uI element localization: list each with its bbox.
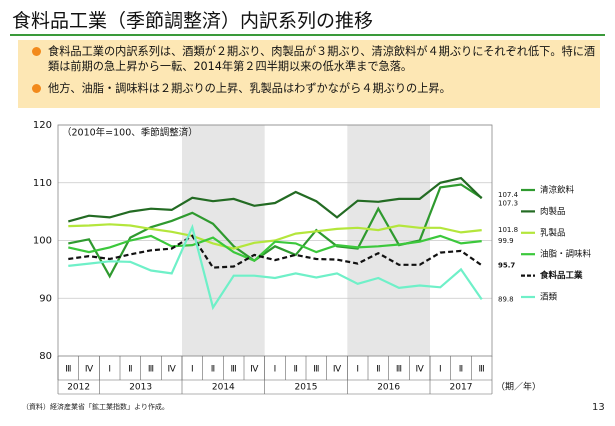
bullet-dot <box>32 84 41 93</box>
year-label: 2017 <box>450 383 473 393</box>
x-tick-label: Ⅲ <box>396 365 402 375</box>
series-line <box>68 223 482 250</box>
source-note: （資料）経済産業省「鉱工業指数」より作成。 <box>22 403 169 411</box>
series-line <box>68 234 482 262</box>
y-tick-label: 100 <box>33 236 52 247</box>
y-tick-label: 110 <box>33 178 52 189</box>
x-tick-label: Ⅳ <box>85 365 94 375</box>
series-line <box>68 176 483 223</box>
legend-label: 肉製品 <box>540 206 566 217</box>
year-label: 2013 <box>129 383 152 393</box>
legend-label: 食料品工業 <box>540 270 583 281</box>
series-line <box>68 223 483 311</box>
x-tick-label: Ⅱ <box>293 365 297 375</box>
series-line <box>68 234 483 269</box>
x-tick-label: Ⅱ <box>128 365 132 375</box>
value-label: 107.4 <box>498 191 519 199</box>
x-tick-label: Ⅲ <box>313 365 319 375</box>
x-tick-label: Ⅳ <box>333 365 342 375</box>
value-label: 89.8 <box>498 295 514 303</box>
x-tick-label: Ⅰ <box>274 365 277 375</box>
bullet-dot <box>32 47 41 56</box>
legend-label: 乳製品 <box>540 227 566 238</box>
x-tick-label: Ⅱ <box>211 365 215 375</box>
annotation: （2010年=100、季節調整済） <box>62 127 198 139</box>
legend-label: 油脂・調味料 <box>540 249 592 260</box>
value-label: 99.9 <box>498 237 514 245</box>
slide-title: 食料品工業（季節調整済）内訳系列の推移 <box>12 10 374 32</box>
legend-label: 酒類 <box>540 292 558 303</box>
y-tick-label: 90 <box>39 293 52 304</box>
plot-frame <box>57 124 493 357</box>
x-tick-label: Ⅰ <box>191 365 194 375</box>
x-tick-label: Ⅲ <box>231 365 237 375</box>
bullet-text: 食料品工業の内訳系列は、酒類が２期ぶり、肉製品が３期ぶり、清涼飲料が４期ぶりにそ… <box>48 45 596 73</box>
year-label: 2015 <box>295 383 318 393</box>
bullet-text: 他方、油脂・調味料は２期ぶりの上昇、乳製品はわずかながら４期ぶりの上昇。 <box>48 82 451 95</box>
bullet: 他方、油脂・調味料は２期ぶりの上昇、乳製品はわずかながら４期ぶりの上昇。 <box>32 81 603 96</box>
y-tick-label: 120 <box>33 120 52 131</box>
x-tick-label: Ⅰ <box>356 365 359 375</box>
x-tick-label: Ⅰ <box>439 365 442 375</box>
value-label: 101.8 <box>498 226 518 234</box>
x-tick-label: Ⅳ <box>250 365 259 375</box>
x-tick-label: Ⅱ <box>459 365 463 375</box>
page-number: 13 <box>592 402 605 413</box>
value-label: 107.3 <box>498 199 518 207</box>
year-label: 2014 <box>212 383 235 393</box>
legend-label: 清涼飲料 <box>540 185 575 196</box>
x-tick-label: Ⅳ <box>416 365 425 375</box>
x-tick-label: Ⅱ <box>376 365 380 375</box>
bullet: 食料品工業の内訳系列は、酒類が２期ぶり、肉製品が３期ぶり、清涼飲料が４期ぶりにそ… <box>32 44 603 74</box>
summary-box: 食料品工業の内訳系列は、酒類が２期ぶり、肉製品が３期ぶり、清涼飲料が４期ぶりにそ… <box>18 40 600 108</box>
x-axis-unit: （期／年） <box>496 381 541 393</box>
value-label: 95.7 <box>498 261 515 269</box>
x-tick-label: Ⅳ <box>168 365 177 375</box>
year-label: 2012 <box>67 383 90 393</box>
x-tick-label: Ⅲ <box>148 365 154 375</box>
title-rule <box>10 34 605 36</box>
x-tick-label: Ⅲ <box>479 365 485 375</box>
x-tick-label: Ⅲ <box>65 365 71 375</box>
x-tick-label: Ⅰ <box>108 365 111 375</box>
year-label: 2016 <box>377 383 400 393</box>
y-tick-label: 80 <box>39 351 52 362</box>
